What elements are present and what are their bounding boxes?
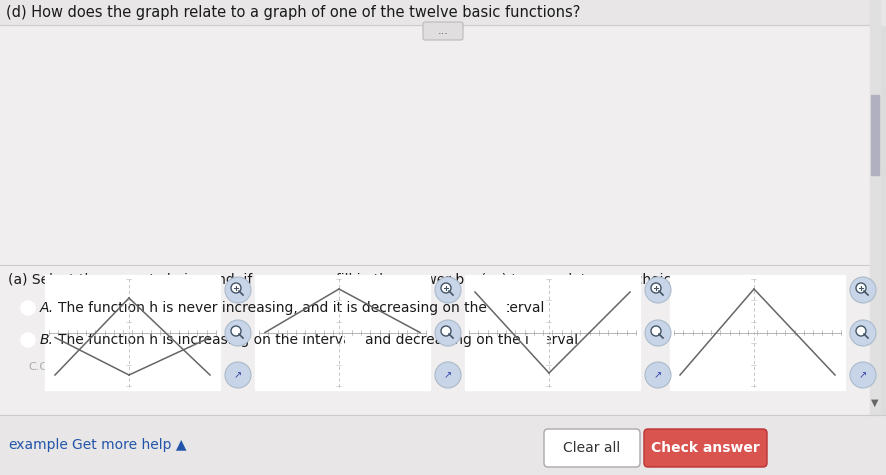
Circle shape	[231, 283, 241, 293]
Text: C.C: C.C	[28, 362, 47, 372]
Text: Check answer: Check answer	[651, 441, 760, 455]
Circle shape	[435, 320, 461, 346]
Text: ▼: ▼	[871, 398, 879, 408]
Circle shape	[231, 326, 241, 336]
Circle shape	[651, 326, 661, 336]
Text: (a) Select the correct choice and, if necessary, fill in the answer box(es) to c: (a) Select the correct choice and, if ne…	[8, 273, 680, 287]
Circle shape	[225, 362, 251, 388]
Circle shape	[435, 362, 461, 388]
Text: ↗: ↗	[654, 370, 662, 380]
Text: A.: A.	[40, 301, 54, 315]
Circle shape	[225, 277, 251, 303]
Circle shape	[21, 301, 35, 315]
Bar	[0, 0, 886, 25]
Circle shape	[225, 320, 251, 346]
Text: ↗: ↗	[234, 370, 242, 380]
Text: B.: B.	[40, 333, 54, 347]
Bar	[670, 275, 845, 390]
Circle shape	[645, 362, 671, 388]
Circle shape	[441, 326, 451, 336]
Text: example: example	[8, 438, 68, 452]
Bar	[0, 415, 886, 475]
Bar	[530, 332, 546, 348]
FancyBboxPatch shape	[544, 429, 640, 467]
Text: ...: ...	[438, 26, 448, 36]
FancyBboxPatch shape	[644, 429, 767, 467]
Bar	[255, 275, 430, 390]
Circle shape	[21, 333, 35, 347]
Text: ↗: ↗	[444, 370, 452, 380]
Bar	[870, 0, 880, 415]
Text: ↗: ↗	[859, 370, 867, 380]
Circle shape	[645, 277, 671, 303]
Bar	[490, 300, 506, 316]
Bar	[45, 275, 220, 390]
Text: and decreasing on the interval: and decreasing on the interval	[365, 333, 579, 347]
Text: The function h is increasing on the interval: The function h is increasing on the inte…	[58, 333, 355, 347]
Circle shape	[850, 320, 876, 346]
Circle shape	[856, 283, 866, 293]
Circle shape	[856, 326, 866, 336]
Text: (d) How does the graph relate to a graph of one of the twelve basic functions?: (d) How does the graph relate to a graph…	[6, 6, 580, 20]
Bar	[0, 0, 870, 415]
Circle shape	[435, 277, 461, 303]
Circle shape	[645, 320, 671, 346]
Circle shape	[441, 283, 451, 293]
Text: Clear all: Clear all	[563, 441, 620, 455]
Bar	[465, 275, 640, 390]
Circle shape	[850, 277, 876, 303]
Bar	[871, 95, 879, 175]
Text: Get more help ▲: Get more help ▲	[72, 438, 186, 452]
Circle shape	[850, 362, 876, 388]
Text: The function h is never increasing, and it is decreasing on the interval: The function h is never increasing, and …	[58, 301, 544, 315]
Bar	[345, 332, 361, 348]
Circle shape	[651, 283, 661, 293]
FancyBboxPatch shape	[423, 22, 463, 40]
